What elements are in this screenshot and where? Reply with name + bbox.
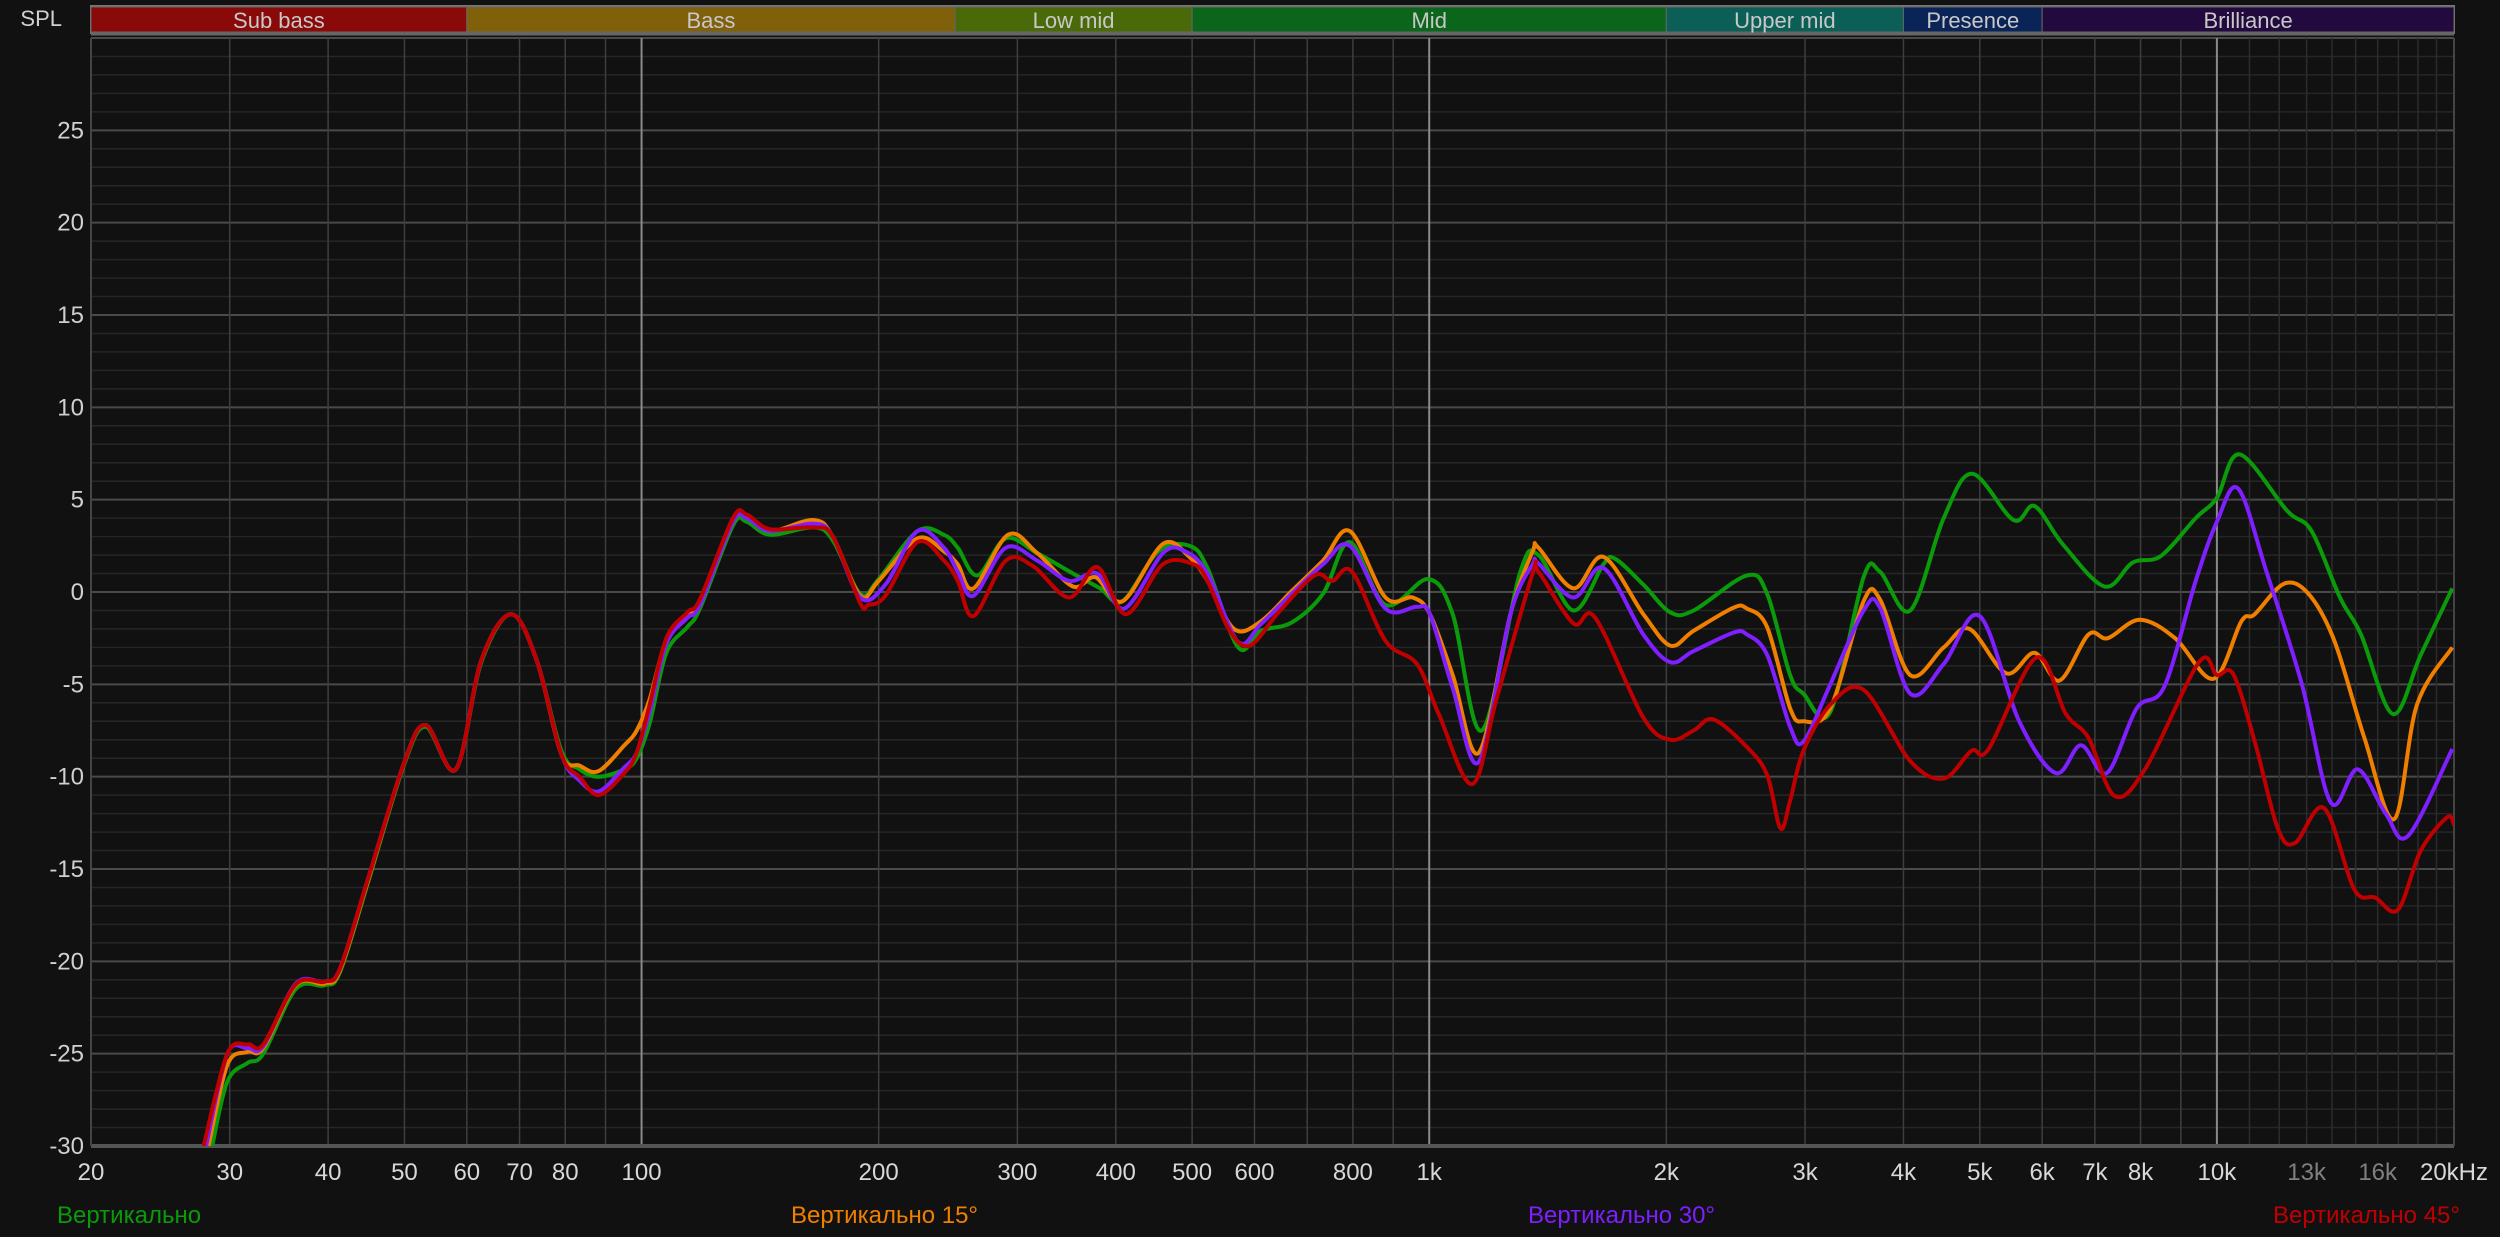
x-tick-label: 30 xyxy=(216,1159,243,1186)
x-tick-label: 100 xyxy=(622,1159,662,1186)
x-tick-label: 80 xyxy=(552,1159,579,1186)
x-tick-label: 600 xyxy=(1234,1159,1274,1186)
y-tick-label: 15 xyxy=(57,302,84,329)
x-tick-label: 3k xyxy=(1792,1159,1818,1186)
legend-entry: Вертикально 15° xyxy=(791,1202,978,1229)
x-tick-label: 6k xyxy=(2029,1159,2055,1186)
band-label: Low mid xyxy=(1033,8,1115,33)
legend-entry: Вертикально xyxy=(57,1202,201,1229)
y-tick-label: 5 xyxy=(71,487,84,514)
y-tick-label: -10 xyxy=(49,764,84,791)
x-tick-label: 200 xyxy=(859,1159,899,1186)
x-tick-label: 2k xyxy=(1654,1159,1680,1186)
x-tick-label: 4k xyxy=(1891,1159,1917,1186)
x-tick-label: 40 xyxy=(315,1159,342,1186)
x-tick-label: 5k xyxy=(1967,1159,1993,1186)
x-tick-label: 50 xyxy=(391,1159,418,1186)
band-label: Bass xyxy=(686,8,735,33)
band-presence xyxy=(1902,6,2043,33)
legend-entry: Вертикально 30° xyxy=(1528,1202,1715,1229)
x-tick-label: 10k xyxy=(2198,1159,2238,1186)
x-tick-label: 13k xyxy=(2287,1159,2327,1186)
x-tick-label: 60 xyxy=(453,1159,480,1186)
band-label: Sub bass xyxy=(233,8,325,33)
y-tick-label: -5 xyxy=(63,671,84,698)
band-label: Mid xyxy=(1411,8,1446,33)
y-tick-label: -30 xyxy=(49,1133,84,1160)
x-tick-label: 1k xyxy=(1417,1159,1443,1186)
x-tick-label: 70 xyxy=(506,1159,533,1186)
y-tick-label: 10 xyxy=(57,394,84,421)
y-axis-label: SPL xyxy=(20,6,62,31)
y-tick-label: -20 xyxy=(49,948,84,975)
band-label: Upper mid xyxy=(1734,8,1835,33)
x-tick-label: 300 xyxy=(997,1159,1037,1186)
y-tick-label: 0 xyxy=(71,579,84,606)
x-tick-label: 20kHz xyxy=(2420,1159,2488,1186)
x-tick-labels: 20 30 40 50 60 70 80 100 200 300 400 500 600 800 1k 2k 3… xyxy=(78,1159,2488,1186)
frequency-bands: Sub bass Bass Low mid Mid Upper mid Presence B… xyxy=(90,5,2455,36)
y-tick-label: 20 xyxy=(57,210,84,237)
grid xyxy=(90,37,2455,1148)
band-label: Brilliance xyxy=(2203,8,2292,33)
band-mid xyxy=(1191,6,1667,33)
band-label: Presence xyxy=(1926,8,2019,33)
x-tick-label: 500 xyxy=(1172,1159,1212,1186)
x-tick-label: 16k xyxy=(2358,1159,2398,1186)
x-tick-label: 800 xyxy=(1333,1159,1373,1186)
series-line-3 xyxy=(201,508,2454,1146)
band-upper-mid xyxy=(1665,6,1904,33)
curves xyxy=(201,452,2454,1146)
legend: Вертикально Вертикально 15° Вертикально 30… xyxy=(57,1202,2460,1229)
band-brilliance xyxy=(2041,6,2455,33)
y-tick-label: -25 xyxy=(49,1041,84,1068)
x-tick-label: 20 xyxy=(78,1159,105,1186)
y-tick-label: -15 xyxy=(49,856,84,883)
legend-entry: Вертикально 45° xyxy=(2273,1202,2460,1229)
x-tick-label: 400 xyxy=(1096,1159,1136,1186)
x-tick-label: 7k xyxy=(2082,1159,2108,1186)
y-tick-labels: 25 20 15 10 5 0 -5 -10 -15 -20 -25 -30 xyxy=(49,117,84,1160)
band-sub-bass xyxy=(90,6,468,33)
y-tick-label: 25 xyxy=(57,117,84,144)
x-tick-label: 8k xyxy=(2128,1159,2154,1186)
band-bass xyxy=(466,6,956,33)
